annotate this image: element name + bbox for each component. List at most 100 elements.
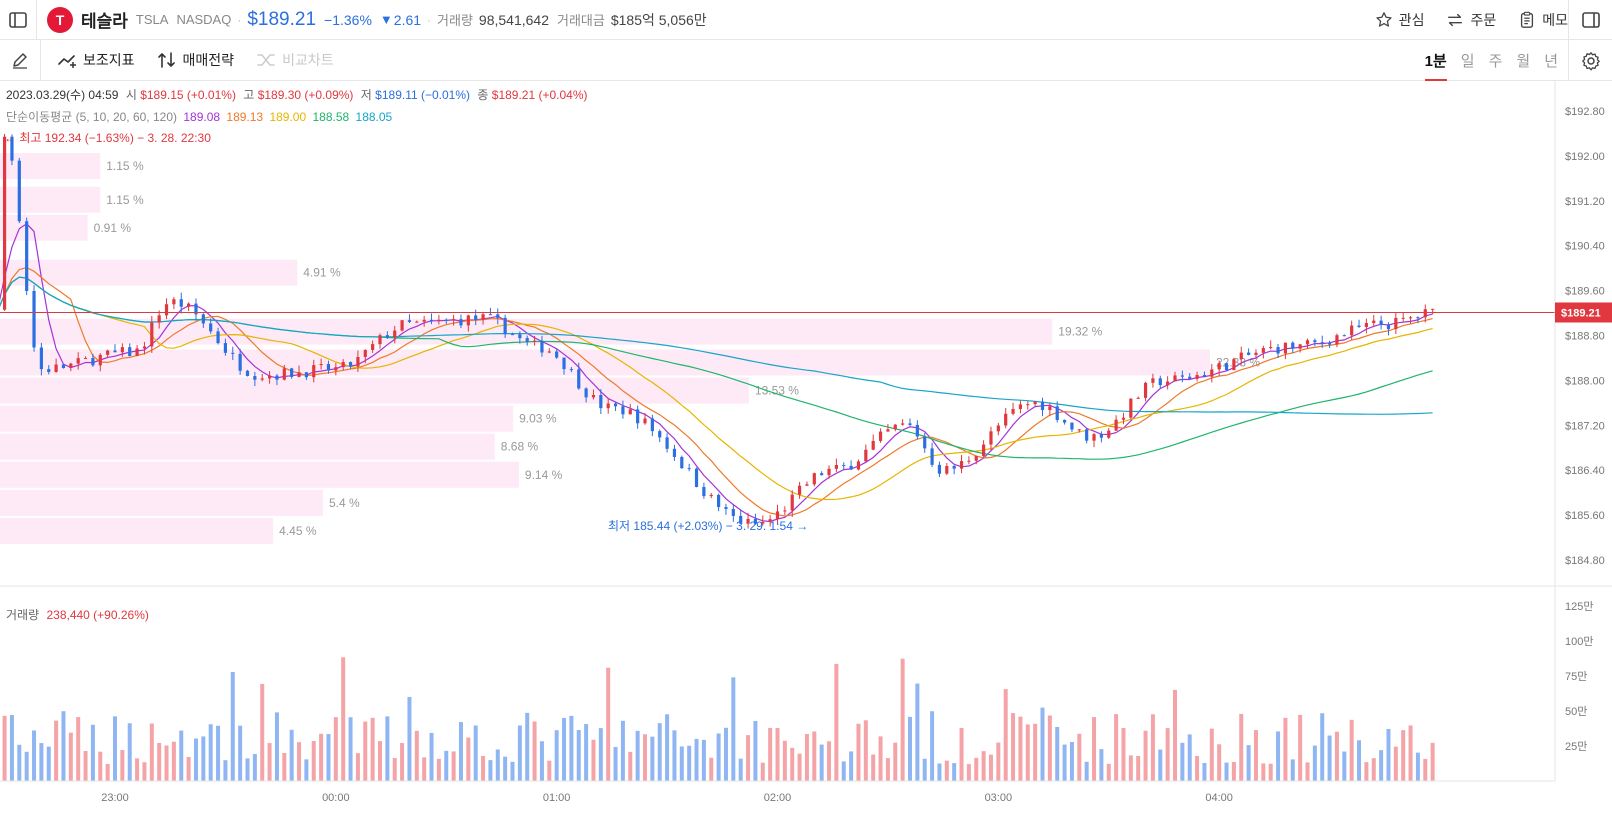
volume-profile-label: 4.45 % [279,524,317,538]
volume-bar [996,742,1001,781]
volume-bar [1055,727,1060,781]
volume-bar [1217,744,1222,781]
sidebar-toggle-button[interactable] [0,2,36,38]
volume-profile-bar [0,517,274,544]
candle-body [1062,419,1067,423]
period-tab-week[interactable]: 주 [1488,53,1503,70]
indicators-button[interactable]: 보조지표 [57,50,135,70]
volume-bar [1114,714,1119,781]
chart-settings-button[interactable] [1568,40,1612,81]
candle-body [209,323,213,332]
candle-body [297,372,301,377]
volume-bar [1062,744,1067,781]
ma-legend: 단순이동평균 (5, 10, 20, 60, 120) 189.08 189.1… [6,108,392,125]
candle-body [540,340,544,353]
candle-body [1143,382,1148,398]
candle-body [466,315,470,326]
ma-line-120 [0,276,1433,415]
candle-body [245,370,250,376]
order-button[interactable]: 주문 [1446,10,1496,30]
volume-bar [355,753,360,781]
ohlc-close: $189.21 (+0.04%) [491,88,588,102]
period-tab-day[interactable]: 일 [1460,53,1475,70]
strategy-label: 매매전략 [182,52,235,68]
candle-body [1107,430,1111,438]
volume-profile-label: 22.33 % [1216,356,1260,370]
candle-body [1195,375,1199,379]
volume-bar [127,723,132,781]
candle-body [260,378,264,380]
volume-pane-value: 238,440 (+90.26%) [46,608,149,622]
chart-area[interactable]: 1.15 % 1.15 % 0.91 % 4.91 % 19.32 % 22.33 % 13… [0,81,1612,828]
volume-bar [422,757,427,781]
memo-button[interactable]: 메모 [1518,10,1568,30]
candle-body [1136,397,1140,399]
volume-bar [311,740,316,781]
period-tab-1min[interactable]: 1분 [1424,40,1447,81]
candle-body [989,431,993,445]
volume-bar [812,731,817,781]
volume-profile-bar [0,153,101,180]
candle-body [334,367,338,371]
candle-body [164,304,169,316]
amount-label: 거래대금 [557,13,605,28]
candle-body [1269,347,1273,349]
period-tab-year[interactable]: 년 [1544,53,1558,70]
candle-body [1232,359,1236,371]
volume-bar [157,743,162,781]
volume-bar [554,730,559,781]
right-panel-toggle-button[interactable] [1568,0,1612,40]
candle-body [746,518,750,524]
ma10-value: 189.13 [226,110,264,124]
candle-body [459,319,463,326]
watchlist-button[interactable]: 관심 [1375,10,1425,30]
left-arrow-icon: ← [4,131,20,145]
volume-bar [1143,730,1148,781]
candle-body [672,448,677,457]
compare-chart-button[interactable]: 비교차트 [256,50,334,70]
exchange: NASDAQ [176,12,232,27]
volume-bar [24,751,29,781]
volume-bar [613,746,618,781]
watchlist-label: 관심 [1398,12,1425,28]
volume-profile-label: 0.91 % [94,221,132,235]
volume-bar [1077,733,1082,781]
volume-bar [1173,689,1177,781]
volume-bar [1209,728,1214,781]
ohlc-date: 2023.03.29(수) 04:59 [6,88,119,102]
candle-body [908,423,912,425]
volume-bar [1298,714,1303,781]
divider [36,0,37,40]
volume-bar [333,717,338,781]
candle-body [91,358,95,366]
candle-body [923,436,927,449]
compare-label: 비교차트 [282,52,334,68]
volume-bar [988,754,993,781]
volume-profile-label: 1.15 % [106,193,144,207]
candle-body [275,375,279,380]
candle-body [717,494,721,508]
candle-body [157,315,161,323]
candle-body [1018,404,1023,410]
candle-body [282,368,286,380]
candle-body [437,319,441,321]
ma-label: 단순이동평균 [6,110,73,124]
volume-bar [834,663,839,781]
volume-bar [922,758,927,781]
candle-body [1401,317,1405,319]
price-volume-chart[interactable]: 1.15 % 1.15 % 0.91 % 4.91 % 19.32 % 22.33 % 13… [0,81,1612,828]
period-tab-month[interactable]: 월 [1516,53,1531,70]
volume-bar [709,757,714,781]
candle-body [488,314,493,316]
volume-bar [525,712,530,781]
candle-body [591,395,596,398]
candle-body [25,221,29,291]
draw-tool-button[interactable] [0,42,40,78]
volume-bar [68,732,73,781]
volume-bar [885,758,890,781]
strategy-button[interactable]: 매매전략 [157,50,235,70]
candle-body [783,510,787,512]
candle-body [1092,434,1096,441]
volume-bar [348,717,353,781]
volume-bar [1401,730,1406,781]
